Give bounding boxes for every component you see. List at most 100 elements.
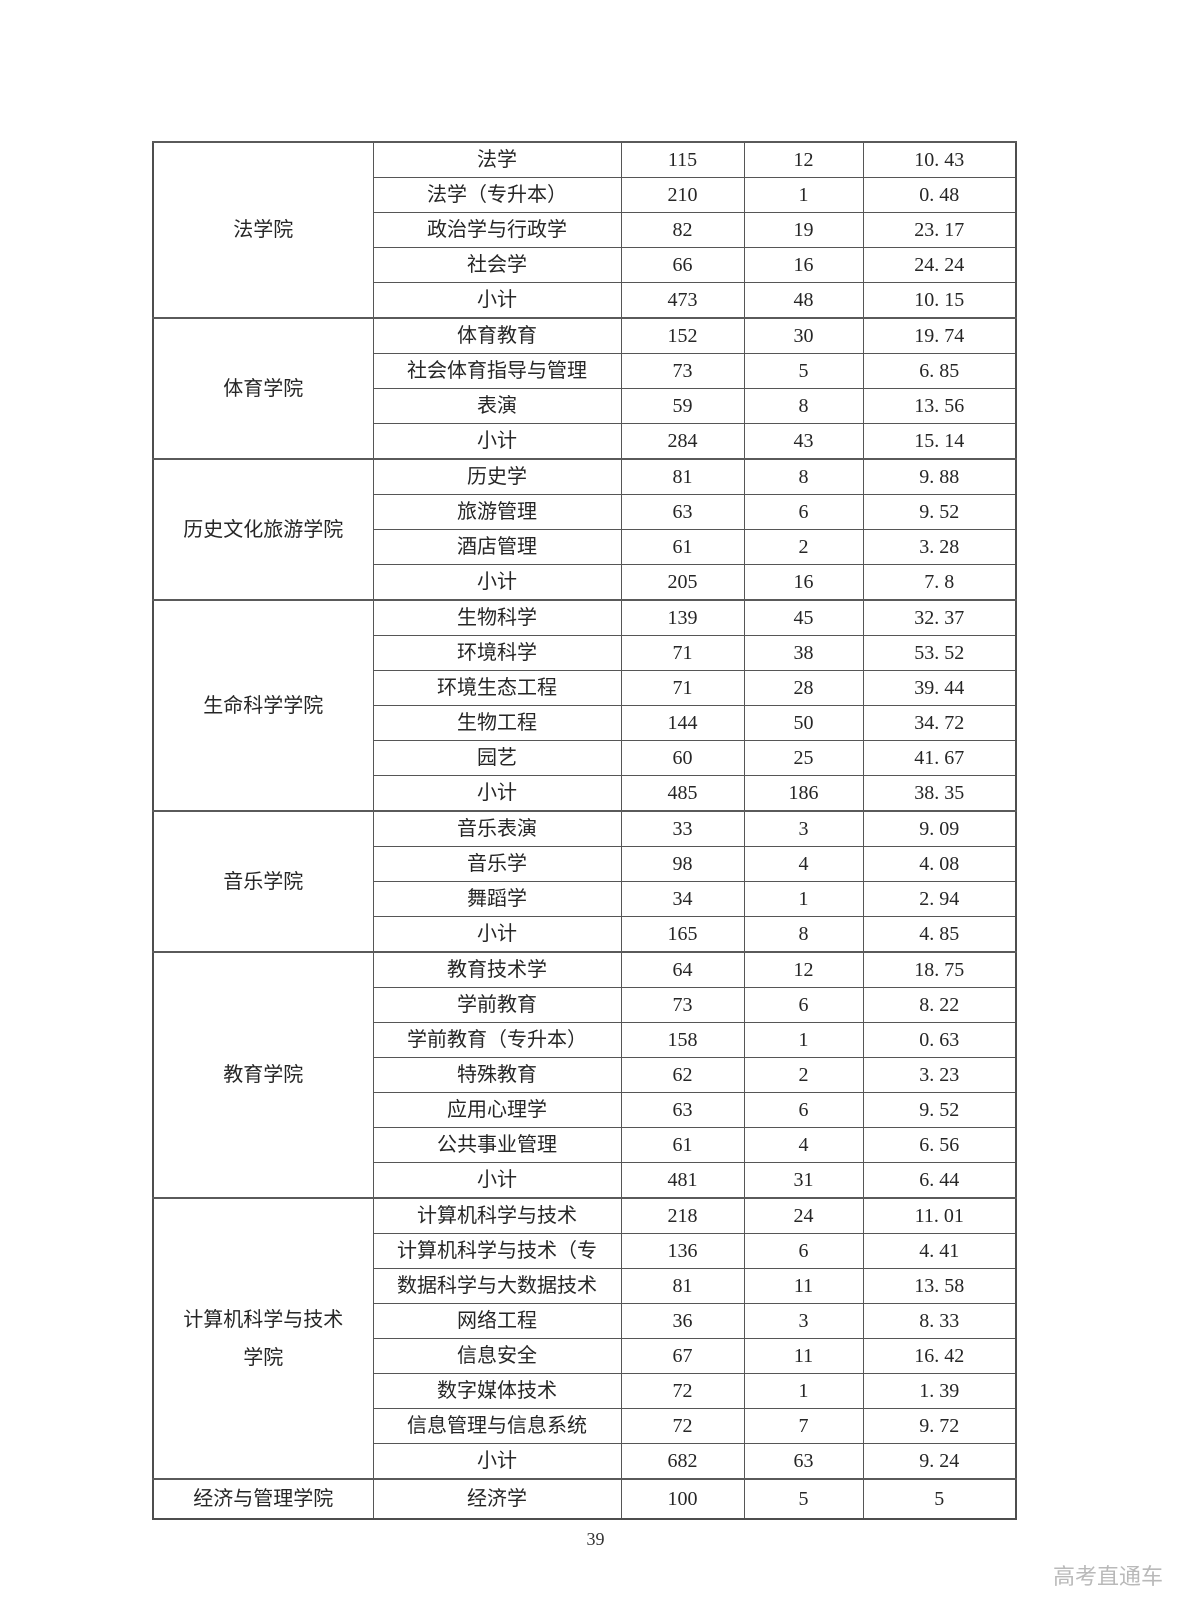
enrolled-count-cell: 63: [620, 1092, 745, 1128]
major-name-cell: 应用心理学: [372, 1092, 622, 1128]
enrolled-count-cell: 33: [620, 810, 745, 847]
count-cell: 6: [743, 987, 864, 1023]
count-cell: 11: [743, 1338, 864, 1374]
table-row: 信息安全 67 11 16. 42: [153, 1338, 1017, 1374]
enrolled-count-cell: 100: [620, 1478, 745, 1520]
count-cell: 6: [743, 494, 864, 530]
enrolled-count-cell: 158: [620, 1022, 745, 1058]
rate-cell: 7. 8: [862, 564, 1017, 601]
major-name-cell: 音乐表演: [372, 810, 622, 847]
count-cell: 48: [743, 282, 864, 319]
count-cell: 12: [743, 951, 864, 988]
major-name-cell: 计算机科学与技术: [372, 1197, 622, 1234]
count-cell: 30: [743, 317, 864, 354]
table-row: 经济与管理学院 经济学 100 5 5: [152, 1478, 1017, 1520]
college-name-cell: 计算机科学与技术学院: [152, 1197, 374, 1480]
rate-cell: 2. 94: [862, 881, 1017, 917]
major-name-cell: 小计: [372, 423, 622, 460]
rate-cell: 3. 23: [862, 1057, 1017, 1093]
enrolled-count-cell: 473: [620, 282, 745, 319]
enrolled-count-cell: 136: [620, 1233, 745, 1269]
table-row: 小计 481 31 6. 44: [153, 1162, 1017, 1199]
table-row: 音乐学院 音乐表演 33 3 9. 09: [152, 810, 1017, 953]
major-name-cell: 表演: [372, 388, 622, 424]
enrolled-count-cell: 152: [620, 317, 745, 354]
count-cell: 4: [743, 846, 864, 882]
major-name-cell: 小计: [372, 916, 622, 953]
page-number: 39: [586, 1529, 605, 1549]
rate-cell: 5: [862, 1478, 1017, 1520]
table-row: 公共事业管理 61 4 6. 56: [153, 1127, 1017, 1163]
major-name-cell: 小计: [372, 775, 622, 812]
major-name-cell: 旅游管理: [372, 494, 622, 530]
enrolled-count-cell: 81: [620, 458, 745, 495]
count-cell: 3: [743, 1303, 864, 1339]
major-name-cell: 信息安全: [372, 1338, 622, 1374]
major-name-cell: 酒店管理: [372, 529, 622, 565]
enrolled-count-cell: 72: [620, 1408, 745, 1444]
major-name-cell: 信息管理与信息系统: [372, 1408, 622, 1444]
count-cell: 38: [743, 635, 864, 671]
enrolled-count-cell: 71: [620, 670, 745, 706]
table-row: 信息管理与信息系统 72 7 9. 72: [153, 1408, 1017, 1444]
count-cell: 2: [743, 529, 864, 565]
table-row: 音乐学 98 4 4. 08: [153, 846, 1017, 882]
watermark-text: 高考直通车: [1052, 1564, 1163, 1589]
rate-cell: 1. 39: [862, 1373, 1017, 1409]
count-cell: 1: [743, 1022, 864, 1058]
count-cell: 25: [743, 740, 864, 776]
enrolled-count-cell: 139: [620, 599, 745, 636]
table-row: 数字媒体技术 72 1 1. 39: [153, 1373, 1017, 1409]
rate-cell: 4. 08: [862, 846, 1017, 882]
enrolled-count-cell: 64: [620, 951, 745, 988]
rate-cell: 13. 58: [862, 1268, 1017, 1304]
count-cell: 8: [743, 916, 864, 953]
enrolled-count-cell: 71: [620, 635, 745, 671]
enrolled-count-cell: 60: [620, 740, 745, 776]
count-cell: 43: [743, 423, 864, 460]
rate-cell: 6. 85: [862, 353, 1017, 389]
major-name-cell: 数字媒体技术: [372, 1373, 622, 1409]
enrolled-count-cell: 61: [620, 529, 745, 565]
rate-cell: 39. 44: [862, 670, 1017, 706]
table-row: 社会学 66 16 24. 24: [153, 247, 1017, 283]
enrolled-count-cell: 82: [620, 212, 745, 248]
rate-cell: 9. 88: [862, 458, 1017, 495]
major-name-cell: 小计: [372, 564, 622, 601]
enrolled-count-cell: 72: [620, 1373, 745, 1409]
table-row: 历史文化旅游学院 历史学 81 8 9. 88: [152, 458, 1017, 601]
count-cell: 186: [743, 775, 864, 812]
major-name-cell: 学前教育: [372, 987, 622, 1023]
major-name-cell: 园艺: [372, 740, 622, 776]
major-name-cell: 生物科学: [372, 599, 622, 636]
table-row: 法学院 法学 115 12 10. 43: [152, 141, 1017, 319]
major-name-cell: 数据科学与大数据技术: [372, 1268, 622, 1304]
count-cell: 1: [743, 881, 864, 917]
major-name-cell: 政治学与行政学: [372, 212, 622, 248]
table-row: 学前教育（专升本） 158 1 0. 63: [153, 1022, 1017, 1058]
rate-cell: 10. 43: [862, 141, 1017, 178]
count-cell: 24: [743, 1197, 864, 1234]
enrolled-count-cell: 284: [620, 423, 745, 460]
college-name-cell: 体育学院: [152, 317, 374, 460]
rate-cell: 23. 17: [862, 212, 1017, 248]
table-row: 体育学院 体育教育 152 30 19. 74: [152, 317, 1017, 460]
enrolled-count-cell: 66: [620, 247, 745, 283]
table-row: 教育学院 教育技术学 64 12 18. 75: [152, 951, 1017, 1199]
table-row: 社会体育指导与管理 73 5 6. 85: [153, 353, 1017, 389]
count-cell: 45: [743, 599, 864, 636]
enrolled-count-cell: 81: [620, 1268, 745, 1304]
enrolled-count-cell: 61: [620, 1127, 745, 1163]
enrolled-count-cell: 481: [620, 1162, 745, 1199]
table-row: 舞蹈学 34 1 2. 94: [153, 881, 1017, 917]
enrolled-count-cell: 59: [620, 388, 745, 424]
major-name-cell: 小计: [372, 282, 622, 319]
college-name-cell: 生命科学学院: [152, 599, 374, 812]
rate-cell: 9. 52: [862, 1092, 1017, 1128]
table-row: 园艺 60 25 41. 67: [153, 740, 1017, 776]
rate-cell: 0. 48: [862, 177, 1017, 213]
major-name-cell: 历史学: [372, 458, 622, 495]
rate-cell: 8. 22: [862, 987, 1017, 1023]
college-name-cell: 音乐学院: [152, 810, 374, 953]
enrolled-count-cell: 205: [620, 564, 745, 601]
